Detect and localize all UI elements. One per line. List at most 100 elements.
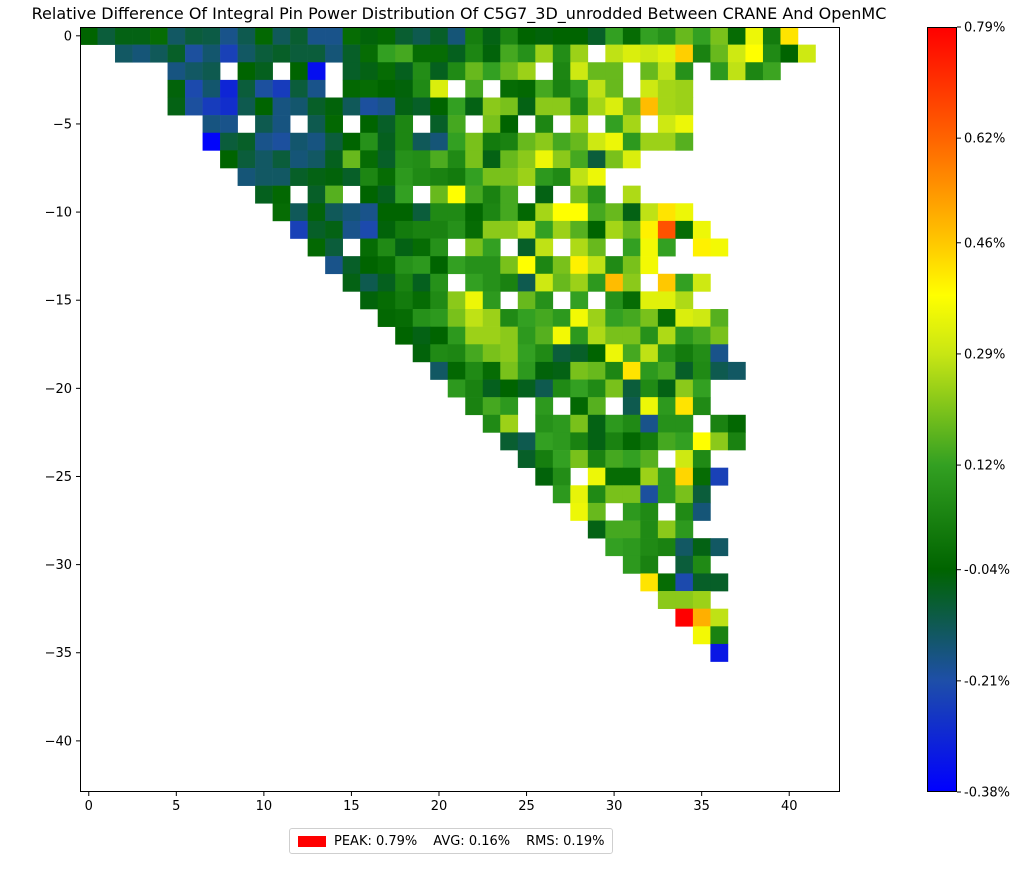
heatmap-cell: [587, 397, 606, 416]
heatmap-cell: [255, 97, 273, 116]
heatmap-cell: [657, 273, 676, 292]
x-tick-label: 15: [343, 799, 360, 814]
heatmap-cell: [482, 414, 501, 433]
heatmap-cell: [675, 115, 694, 134]
heatmap-cell: [325, 203, 343, 222]
heatmap-cell: [622, 344, 641, 363]
heatmap-cell: [657, 397, 676, 416]
heatmap-cell: [132, 27, 151, 45]
colorbar-tick-label: -0.38%: [964, 786, 1010, 801]
heatmap-cell: [290, 150, 308, 169]
legend-swatch: [298, 835, 326, 847]
heatmap-cell: [657, 414, 676, 433]
colorbar-tick-label: 0.62%: [964, 132, 1005, 147]
heatmap-cell: [447, 379, 466, 398]
heatmap-cell: [745, 62, 764, 81]
heatmap-cell: [412, 62, 431, 81]
heatmap-cell: [640, 97, 659, 116]
heatmap-cell: [150, 44, 168, 63]
heatmap-cell: [465, 185, 484, 204]
heatmap-cell: [377, 62, 396, 81]
heatmap-cell: [115, 27, 133, 45]
heatmap-cell: [570, 361, 589, 380]
heatmap-cell: [622, 555, 641, 574]
heatmap-cell: [482, 379, 501, 398]
heatmap-cell: [202, 27, 221, 45]
heatmap-cell: [395, 185, 414, 204]
heatmap-cell: [552, 432, 571, 451]
heatmap-cell: [692, 626, 711, 645]
heatmap-cell: [255, 115, 273, 134]
heatmap-cell: [290, 203, 308, 222]
heatmap-cell: [325, 150, 343, 169]
heatmap-cell: [727, 44, 746, 63]
heatmap-cell: [290, 168, 308, 186]
heatmap-cell: [587, 379, 606, 398]
heatmap-cell: [640, 203, 659, 222]
heatmap-cell: [535, 115, 554, 134]
heatmap-cell: [552, 467, 571, 486]
heatmap-cell: [290, 79, 308, 98]
heatmap-cell: [395, 27, 414, 45]
heatmap-cell: [675, 291, 694, 310]
heatmap-cell: [447, 115, 466, 134]
colorbar-tick-label: -0.04%: [964, 563, 1010, 578]
heatmap-cell: [552, 44, 571, 63]
heatmap-cell: [500, 432, 519, 451]
heatmap-cell: [605, 79, 624, 98]
heatmap-cell: [430, 185, 449, 204]
heatmap-cell: [342, 273, 361, 292]
heatmap-cell: [657, 379, 676, 398]
heatmap-cell: [587, 150, 606, 169]
heatmap-cell: [535, 27, 554, 45]
heatmap-cell: [395, 238, 414, 257]
heatmap-cell: [307, 238, 326, 257]
heatmap-cell: [220, 27, 238, 45]
heatmap-cell: [360, 27, 378, 45]
heatmap-cell: [517, 150, 536, 169]
heatmap-cell: [622, 185, 641, 204]
heatmap-cell: [517, 432, 536, 451]
heatmap-cell: [377, 168, 396, 186]
heatmap-cell: [517, 168, 536, 186]
heatmap-cell: [220, 79, 238, 98]
heatmap-cell: [465, 291, 484, 310]
heatmap-cell: [412, 220, 431, 239]
heatmap-cell: [675, 485, 694, 504]
heatmap-cell: [675, 608, 694, 627]
heatmap-cell: [185, 79, 203, 98]
heatmap-cell: [587, 309, 606, 327]
heatmap-cell: [430, 168, 449, 186]
heatmap-cell: [535, 309, 554, 327]
heatmap-cell: [360, 62, 378, 81]
heatmap-cell: [587, 502, 606, 521]
heatmap-cell: [255, 132, 273, 151]
heatmap-cell: [150, 27, 168, 45]
heatmap-cell: [115, 44, 133, 63]
heatmap-cell: [552, 27, 571, 45]
heatmap-cell: [342, 62, 361, 81]
heatmap-cell: [185, 97, 203, 116]
heatmap-cell: [482, 203, 501, 222]
heatmap-cell: [377, 291, 396, 310]
heatmap-cell: [622, 256, 641, 275]
heatmap-cell: [675, 309, 694, 327]
heatmap-cell: [535, 132, 554, 151]
heatmap-cell: [675, 467, 694, 486]
heatmap-cell: [622, 97, 641, 116]
heatmap-cell: [605, 450, 624, 468]
heatmap-cell: [657, 27, 676, 45]
heatmap-cell: [377, 273, 396, 292]
heatmap-cell: [552, 97, 571, 116]
heatmap-cell: [412, 326, 431, 345]
heatmap-cell: [447, 220, 466, 239]
heatmap-cell: [552, 150, 571, 169]
heatmap-cell: [307, 203, 326, 222]
heatmap-cell: [552, 256, 571, 275]
heatmap-cell: [640, 467, 659, 486]
heatmap-cell: [657, 467, 676, 486]
heatmap-cell: [675, 132, 694, 151]
heatmap-cell: [605, 467, 624, 486]
heatmap-cell: [587, 361, 606, 380]
heatmap-cell: [552, 132, 571, 151]
